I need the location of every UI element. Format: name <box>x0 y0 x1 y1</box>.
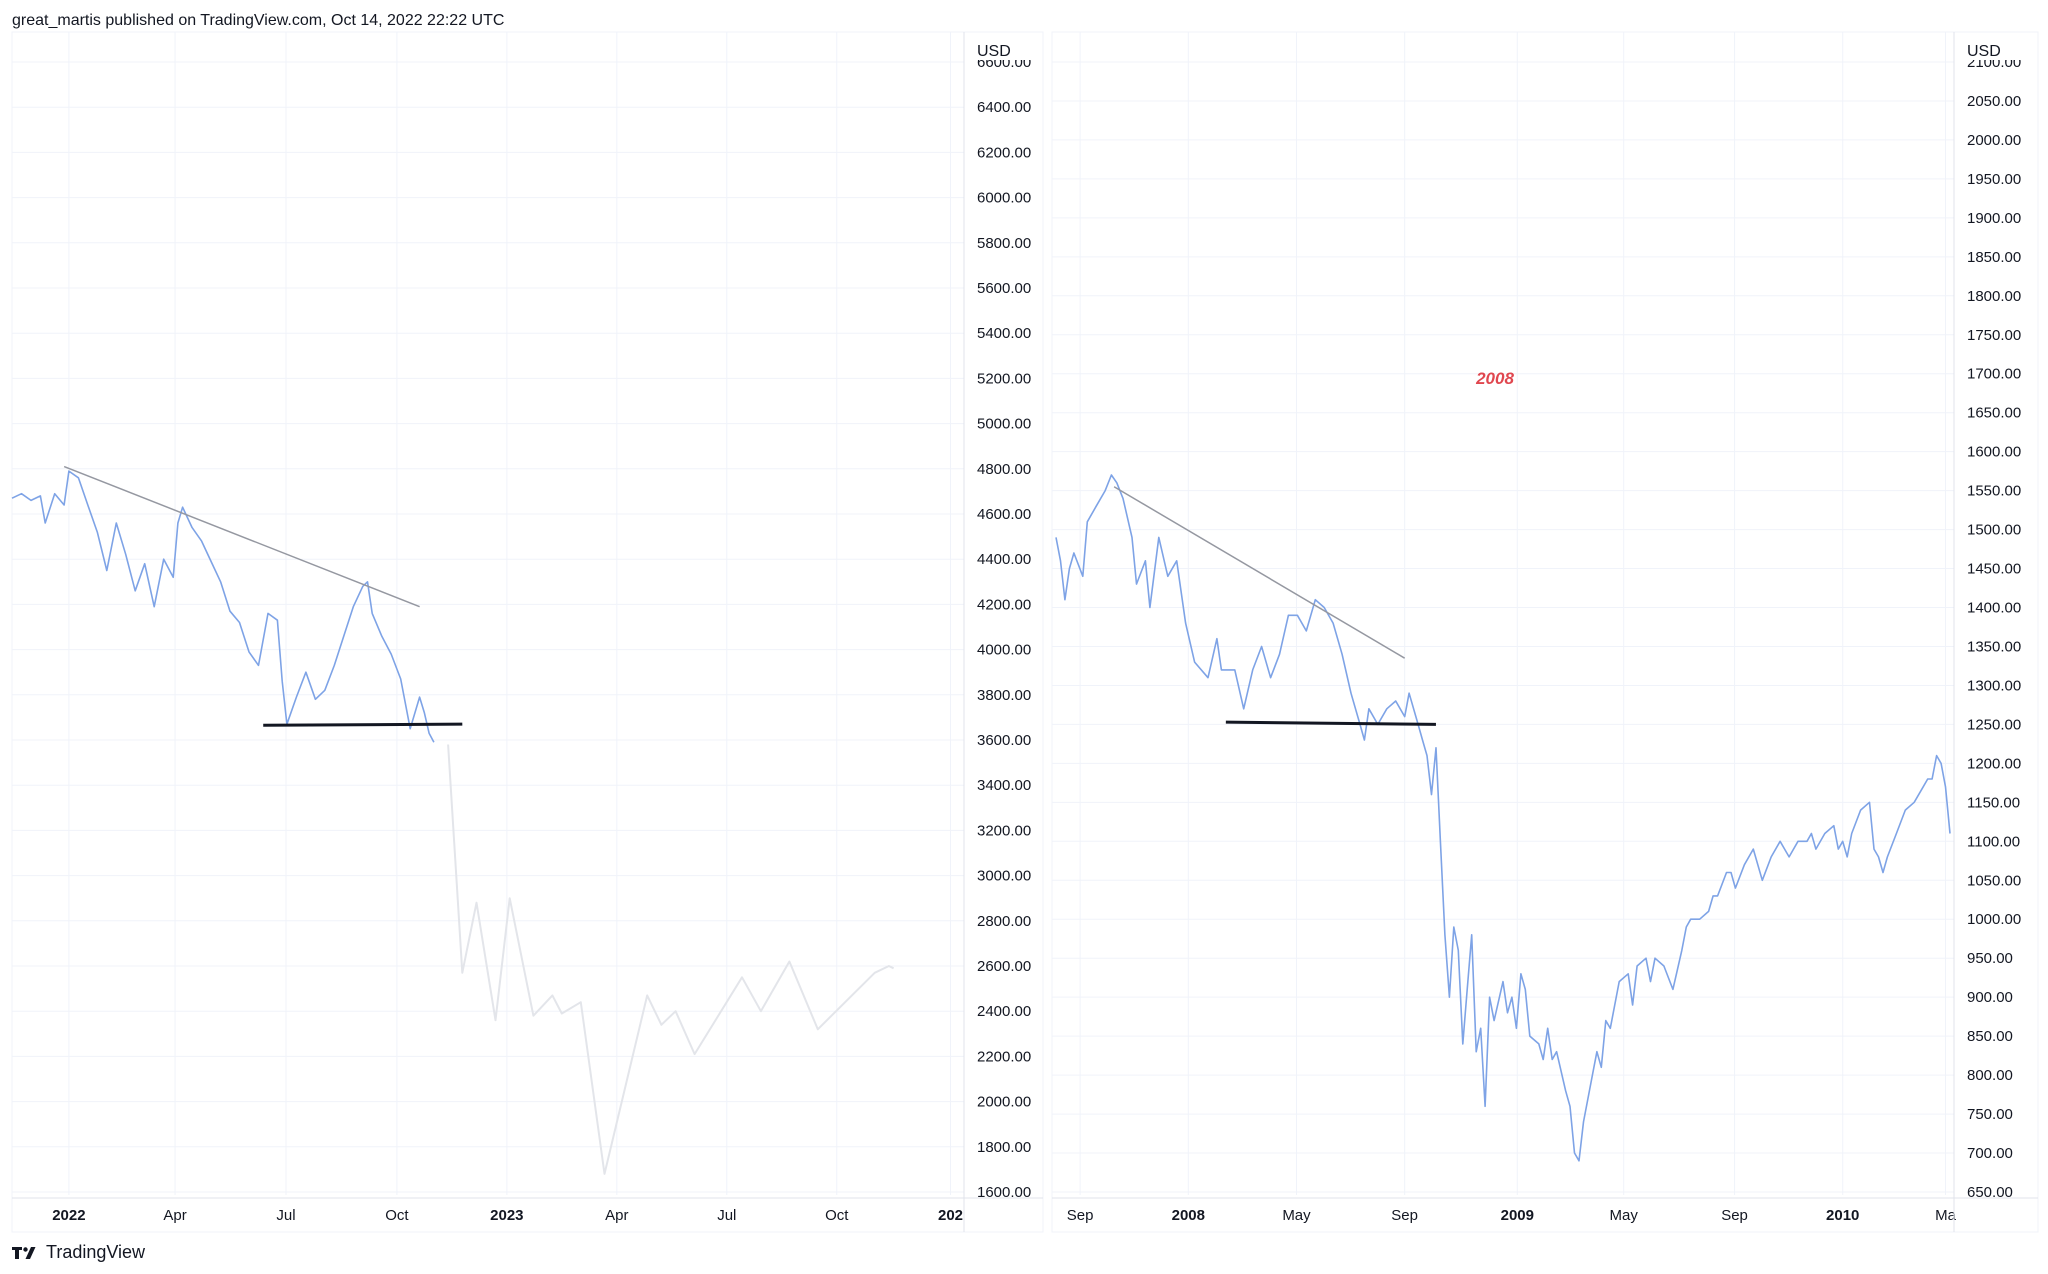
trendline <box>63 465 420 608</box>
y-tick-label: 1600.00 <box>1967 444 2021 461</box>
y-tick-label: 3400.00 <box>977 777 1031 794</box>
y-tick-label: 1100.00 <box>1967 833 2020 850</box>
y-tick-label: 2050.00 <box>1967 93 2021 110</box>
y-tick-label: 650.00 <box>1967 1184 2013 1201</box>
price-line <box>1055 474 1951 1162</box>
y-tick-label: 5600.00 <box>977 280 1031 297</box>
x-tick-label: 2008 <box>1172 1207 1205 1224</box>
currency-backing <box>1962 38 2032 60</box>
y-tick-label: 4200.00 <box>977 596 1031 613</box>
tradingview-logo-icon[interactable] <box>12 1245 38 1261</box>
price-line <box>11 470 435 743</box>
x-tick-label: 2023 <box>490 1207 523 1224</box>
y-tick-label: 1800.00 <box>1967 288 2021 305</box>
y-tick-label: 1000.00 <box>1967 911 2021 928</box>
y-tick-label: 1900.00 <box>1967 210 2021 227</box>
y-tick-label: 1550.00 <box>1967 483 2021 500</box>
projection-line <box>447 744 895 1175</box>
y-tick-label: 6000.00 <box>977 190 1031 207</box>
y-tick-label: 1200.00 <box>1967 755 2021 772</box>
y-tick-label: 5800.00 <box>977 235 1031 252</box>
y-tick-label: 4000.00 <box>977 642 1031 659</box>
y-tick-label: 2000.00 <box>977 1094 1031 1111</box>
x-tick-label: Ma <box>1935 1207 1956 1224</box>
support-line <box>1225 720 1436 726</box>
pane-frame <box>11 31 1044 1233</box>
chart-left[interactable]: 6600.006400.006200.006000.005800.005600.… <box>11 31 1044 1233</box>
x-tick-label: Jul <box>717 1207 736 1224</box>
x-tick-label: 2009 <box>1501 1207 1534 1224</box>
y-tick-label: 3800.00 <box>977 687 1031 704</box>
y-tick-label: 2000.00 <box>1967 132 2021 149</box>
currency-label: USD <box>1967 43 2001 60</box>
y-tick-label: 6400.00 <box>977 99 1031 116</box>
x-tick-label: Jul <box>276 1207 295 1224</box>
y-tick-label: 800.00 <box>1967 1067 2013 1084</box>
currency-label: USD <box>977 43 1011 60</box>
x-tick-label: Sep <box>1067 1207 1094 1224</box>
y-tick-label: 5200.00 <box>977 370 1031 387</box>
y-tick-label: 1400.00 <box>1967 600 2021 617</box>
y-tick-label: 700.00 <box>1967 1145 2013 1162</box>
y-tick-label: 1350.00 <box>1967 638 2021 655</box>
y-tick-label: 5400.00 <box>977 325 1031 342</box>
trendline <box>1113 486 1406 659</box>
y-tick-label: 4600.00 <box>977 506 1031 523</box>
x-tick-label: Apr <box>163 1207 186 1224</box>
footer-brand[interactable]: TradingView <box>46 1242 146 1262</box>
y-tick-label: 1300.00 <box>1967 677 2021 694</box>
x-tick-label: Oct <box>385 1207 409 1224</box>
y-tick-label: 1650.00 <box>1967 405 2021 422</box>
y-tick-label: 1500.00 <box>1967 522 2021 539</box>
footer: TradingView <box>12 1242 145 1263</box>
y-tick-label: 3000.00 <box>977 868 1031 885</box>
y-tick-label: 1050.00 <box>1967 872 2021 889</box>
y-tick-label: 1800.00 <box>977 1139 1031 1156</box>
y-tick-label: 1700.00 <box>1967 366 2021 383</box>
y-tick-label: 1950.00 <box>1967 171 2021 188</box>
y-tick-label: 1850.00 <box>1967 249 2021 266</box>
x-tick-label: May <box>1610 1207 1639 1224</box>
y-tick-label: 3200.00 <box>977 822 1031 839</box>
x-tick-label: Sep <box>1721 1207 1748 1224</box>
y-tick-label: 2200.00 <box>977 1048 1031 1065</box>
y-tick-label: 2800.00 <box>977 913 1031 930</box>
x-tick-label: May <box>1282 1207 1311 1224</box>
y-tick-label: 900.00 <box>1967 989 2013 1006</box>
pane-frame <box>1051 31 2039 1233</box>
support-line <box>263 722 463 727</box>
y-tick-label: 4800.00 <box>977 461 1031 478</box>
y-tick-label: 2600.00 <box>977 958 1031 975</box>
chart-right[interactable]: 2100.002050.002000.001950.001900.001850.… <box>1051 31 2039 1233</box>
y-tick-label: 1250.00 <box>1967 716 2021 733</box>
year-annotation: 2008 <box>1475 369 1514 388</box>
y-tick-label: 2400.00 <box>977 1003 1031 1020</box>
y-tick-label: 6200.00 <box>977 144 1031 161</box>
y-tick-label: 3600.00 <box>977 732 1031 749</box>
y-tick-label: 1750.00 <box>1967 327 2021 344</box>
y-tick-label: 1450.00 <box>1967 561 2021 578</box>
x-tick-label: Oct <box>825 1207 849 1224</box>
x-tick-label: Sep <box>1391 1207 1418 1224</box>
y-tick-label: 4400.00 <box>977 551 1031 568</box>
y-tick-label: 750.00 <box>1967 1106 2013 1123</box>
x-tick-label: Apr <box>605 1207 628 1224</box>
x-tick-label: 2022 <box>52 1207 85 1224</box>
y-tick-label: 1150.00 <box>1967 794 2020 811</box>
y-tick-label: 1600.00 <box>977 1184 1031 1201</box>
x-tick-label: 202 <box>938 1207 963 1224</box>
currency-backing <box>972 38 1042 60</box>
y-tick-label: 950.00 <box>1967 950 2013 967</box>
y-tick-label: 5000.00 <box>977 416 1031 433</box>
publisher-header: great_martis published on TradingView.co… <box>12 12 505 29</box>
y-tick-label: 850.00 <box>1967 1028 2013 1045</box>
x-tick-label: 2010 <box>1826 1207 1859 1224</box>
